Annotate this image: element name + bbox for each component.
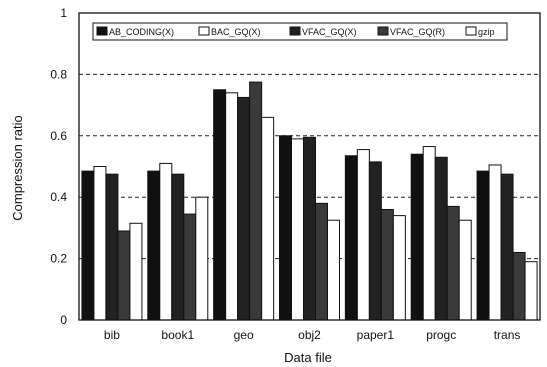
legend-label: VFAC_GQ(R) [390, 27, 445, 37]
bar [410, 153, 424, 321]
x-tick-label: bib [104, 328, 120, 342]
bar [279, 135, 292, 321]
y-tick-labels: 0 0.2 0.4 0.6 0.8 1 [50, 6, 67, 327]
y-tick-label: 0.8 [50, 67, 67, 81]
x-tick-label: trans [494, 328, 521, 342]
bar [434, 156, 448, 321]
legend-label: BAC_GQ(X) [211, 27, 261, 37]
bars [81, 81, 538, 321]
bar [291, 138, 304, 321]
bar [315, 202, 328, 321]
x-tick-labels: bib book1 geo obj2 paper1 progc trans [104, 328, 520, 342]
bar [225, 92, 239, 321]
bar [392, 215, 406, 321]
x-tick-label: progc [426, 328, 456, 342]
bar [147, 170, 161, 321]
plot-frame [78, 12, 541, 321]
x-axis-label: Data file [284, 350, 332, 365]
x-tick-label: paper1 [357, 328, 395, 342]
legend-label: gzip [478, 27, 495, 37]
bar [237, 96, 251, 321]
bar [446, 205, 460, 321]
legend: AB_CODING(X) BAC_GQ(X) VFAC_GQ(X) VFAC_GQ(R… [92, 22, 508, 41]
legend-label: AB_CODING(X) [109, 27, 174, 37]
bar [422, 146, 436, 321]
legend-label: VFAC_GQ(X) [302, 27, 357, 37]
bar [524, 261, 538, 321]
legend-swatch [198, 26, 210, 36]
bar [129, 222, 143, 321]
y-tick-label: 1 [60, 6, 67, 20]
bar [327, 219, 340, 321]
x-tick-label: geo [234, 328, 254, 342]
bar [183, 213, 197, 321]
bar [458, 219, 472, 321]
y-axis-label: Compression ratio [10, 115, 25, 221]
x-tick-label: book1 [161, 328, 194, 342]
bar [368, 161, 382, 321]
legend-swatch [96, 26, 108, 36]
legend-swatch [377, 26, 389, 36]
bar [171, 173, 185, 321]
bar [249, 81, 263, 321]
y-tick-label: 0.2 [50, 252, 67, 266]
bar [261, 116, 275, 321]
x-tick-label: obj2 [298, 328, 321, 342]
bar [380, 208, 394, 321]
bar [488, 164, 502, 321]
legend-swatch [289, 26, 301, 36]
bar [195, 196, 209, 321]
bar [476, 170, 490, 321]
bar [344, 155, 358, 321]
legend-items: AB_CODING(X) BAC_GQ(X) VFAC_GQ(X) VFAC_GQ(R… [96, 26, 495, 37]
bar [93, 166, 107, 321]
bar [500, 173, 514, 321]
bar [512, 251, 526, 321]
bar [117, 230, 131, 321]
bar [303, 136, 316, 321]
bar [159, 162, 173, 321]
y-tick-label: 0.4 [50, 190, 67, 204]
bar [356, 149, 370, 321]
legend-swatch [465, 26, 477, 36]
bar [213, 89, 227, 321]
bar [105, 173, 119, 321]
y-tick-label: 0.6 [50, 129, 67, 143]
y-tick-label: 0 [60, 313, 67, 327]
bar [81, 170, 95, 321]
